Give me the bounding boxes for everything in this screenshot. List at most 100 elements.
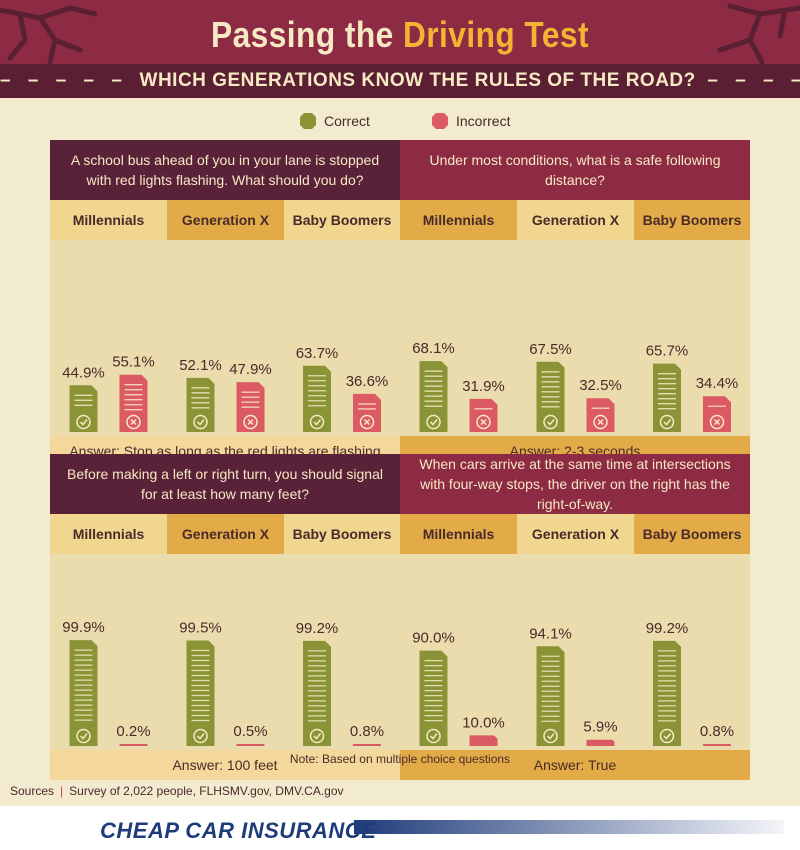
bar-value-label: 99.2% <box>296 620 339 637</box>
bar-correct <box>186 640 215 746</box>
generation-label: Baby Boomers <box>634 200 750 240</box>
bar-value-label: 5.9% <box>583 719 617 736</box>
answer-banner: Answer: True <box>400 750 750 780</box>
bar-incorrect <box>236 382 265 432</box>
bar-incorrect <box>703 744 731 746</box>
question-text: When cars arrive at the same time at int… <box>400 454 750 514</box>
brand-logo: CHEAP CAR INSURANCE <box>100 818 377 843</box>
bar-value-label: 44.9% <box>62 364 105 381</box>
bar-incorrect <box>469 735 498 746</box>
generation-label: Baby Boomers <box>284 200 400 240</box>
generation-label: Generation X <box>517 514 634 554</box>
generation-label: Millennials <box>400 514 517 554</box>
generation-label: Baby Boomers <box>634 514 750 554</box>
generation-header-row: Millennials Generation X Baby Boomers <box>400 200 750 240</box>
bar-incorrect <box>119 744 148 746</box>
question-panel-1: A school bus ahead of you in your lane i… <box>50 140 400 466</box>
bar-plot-area: 44.9% 55.1% 52.1% 47.9% 63.7% 36.6% <box>50 240 400 436</box>
bar-value-label: 99.5% <box>179 620 222 637</box>
bar-value-label: 0.8% <box>700 723 734 740</box>
bar-value-label: 0.5% <box>233 723 267 740</box>
bar-incorrect <box>586 739 615 746</box>
legend-swatch-correct <box>300 113 316 129</box>
sources-line: Sources | Survey of 2,022 people, FLHSMV.g… <box>10 784 344 798</box>
title-part-1: Passing the <box>211 14 394 55</box>
bar-value-label: 99.9% <box>62 619 105 636</box>
generation-header-row: Millennials Generation X Baby Boomers <box>50 200 400 240</box>
bar-value-label: 68.1% <box>412 340 455 357</box>
bar-value-label: 65.7% <box>646 343 689 360</box>
bar-plot-area: 90.0% 10.0% 94.1% 5.9% 99.2% 0.8% <box>400 554 750 750</box>
bar-correct <box>69 640 98 746</box>
bar-value-label: 99.2% <box>646 620 689 637</box>
legend-label-correct: Correct <box>324 113 370 129</box>
generation-header-row: Millennials Generation X Baby Boomers <box>400 514 750 554</box>
legend-swatch-incorrect <box>432 113 448 129</box>
subtitle-text: WHICH GENERATIONS KNOW THE RULES OF THE … <box>139 70 696 91</box>
subtitle-dash-right: – – – – – <box>707 70 800 91</box>
bar-value-label: 0.8% <box>350 723 384 740</box>
subtitle-band <box>0 64 800 98</box>
bar-incorrect <box>703 396 731 432</box>
title-part-2: Driving Test <box>402 14 589 55</box>
subtitle-line: – – – – – WHICH GENERATIONS KNOW THE RUL… <box>0 70 800 92</box>
branch-right-decoration <box>717 3 800 64</box>
bar-correct <box>186 377 215 432</box>
bar-chart-svg: 68.1% 31.9% 67.5% 32.5% 65.7% 34.4% <box>412 340 739 432</box>
bar-correct <box>69 385 98 432</box>
bar-value-label: 31.9% <box>462 378 505 395</box>
question-panel-4: When cars arrive at the same time at int… <box>400 454 750 780</box>
bar-incorrect <box>119 374 148 432</box>
bar-value-label: 67.5% <box>529 341 572 358</box>
question-panel-3: Before making a left or right turn, you … <box>50 454 400 780</box>
bar-value-label: 52.1% <box>179 357 222 374</box>
bar-value-label: 90.0% <box>412 630 455 647</box>
bar-value-label: 32.5% <box>579 377 622 394</box>
question-text: A school bus ahead of you in your lane i… <box>50 140 400 200</box>
answer-banner: Answer: 100 feet <box>50 750 400 780</box>
question-text: Before making a left or right turn, you … <box>50 454 400 514</box>
sources-label: Sources <box>10 784 55 798</box>
bar-value-label: 34.4% <box>696 375 739 392</box>
bar-incorrect <box>586 398 615 432</box>
bar-value-label: 47.9% <box>229 361 272 378</box>
generation-label: Generation X <box>517 200 634 240</box>
bar-value-label: 36.6% <box>346 373 389 390</box>
generation-label: Generation X <box>167 514 284 554</box>
bar-correct <box>419 361 448 432</box>
legend-label-incorrect: Incorrect <box>456 113 511 129</box>
bar-chart-svg: 99.9% 0.2% 99.5% 0.5% 99.2% 0.8% <box>62 619 384 746</box>
bar-correct <box>653 640 681 746</box>
legend: Correct Incorrect <box>0 110 800 134</box>
bar-incorrect <box>353 393 381 432</box>
bar-value-label: 55.1% <box>112 354 155 371</box>
generation-label: Millennials <box>50 514 167 554</box>
bar-plot-area: 68.1% 31.9% 67.5% 32.5% 65.7% 34.4% <box>400 240 750 436</box>
generation-header-row: Millennials Generation X Baby Boomers <box>50 514 400 554</box>
legend-item-correct: Correct <box>300 110 370 132</box>
bar-value-label: 0.2% <box>116 723 150 740</box>
generation-label: Millennials <box>50 200 167 240</box>
bar-correct <box>419 650 448 746</box>
bar-correct <box>303 365 331 432</box>
bar-correct <box>303 640 331 746</box>
bar-correct <box>536 361 565 432</box>
sources-separator: | <box>60 784 64 798</box>
logo-stripes-decoration <box>354 820 784 834</box>
bar-incorrect <box>469 398 498 432</box>
bar-value-label: 94.1% <box>529 625 572 642</box>
generation-label: Baby Boomers <box>284 514 400 554</box>
bar-correct <box>653 363 681 432</box>
question-text: Under most conditions, what is a safe fo… <box>400 140 750 200</box>
bar-value-label: 10.0% <box>462 714 505 731</box>
bar-incorrect <box>353 744 381 746</box>
bar-chart-svg: 90.0% 10.0% 94.1% 5.9% 99.2% 0.8% <box>412 620 734 746</box>
generation-label: Millennials <box>400 200 517 240</box>
legend-item-incorrect: Incorrect <box>432 110 510 132</box>
question-panel-2: Under most conditions, what is a safe fo… <box>400 140 750 466</box>
page-title: Passing the Driving Test <box>48 14 752 56</box>
generation-label: Generation X <box>167 200 284 240</box>
bar-correct <box>536 646 565 746</box>
bar-incorrect <box>236 744 265 746</box>
footnote: Note: Based on multiple choice questions <box>289 752 511 766</box>
